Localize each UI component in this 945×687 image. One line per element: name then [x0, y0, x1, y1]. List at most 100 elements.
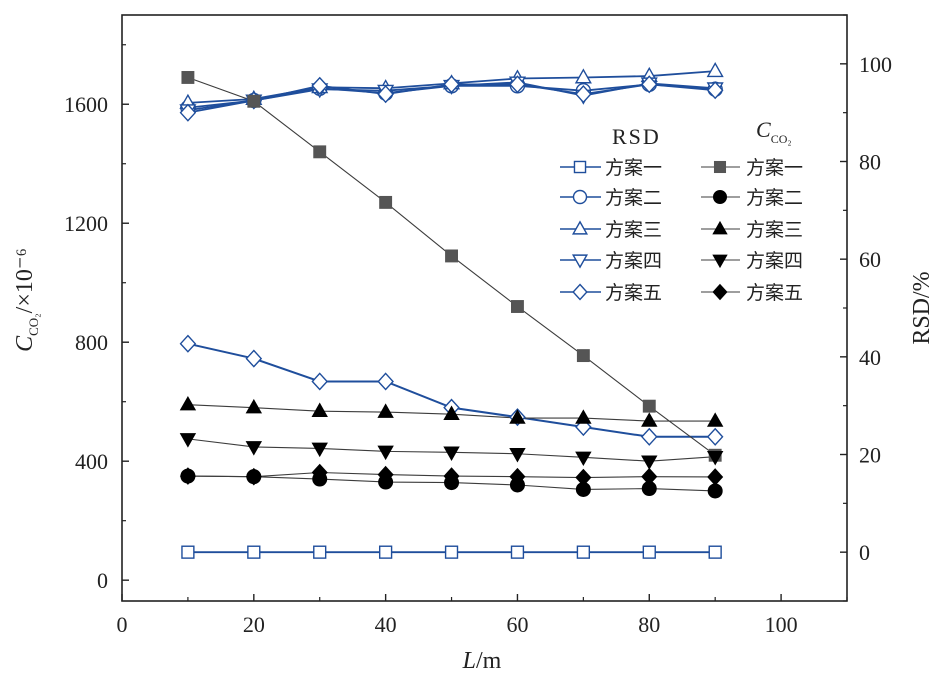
rsd-series-3-point-8: [706, 62, 724, 78]
legend-rsd-label-1: 方案一: [605, 157, 662, 179]
y-right-tick-label-0: 0: [859, 540, 870, 565]
rsd-series-5-lower-point-7: [640, 427, 658, 446]
legend-rsd-marker-1: [573, 160, 587, 174]
conc-series-4-point-6: [575, 451, 592, 467]
legend-conc-label-5: 方案五: [746, 282, 803, 304]
y-left-tick-label-3: 1200: [64, 211, 108, 236]
rsd-series-5-lower-point-2: [311, 372, 329, 391]
rsd-series-1-point-6: [576, 545, 591, 559]
rsd-series-3-point-6: [574, 68, 592, 84]
x-tick-label-0: 0: [117, 612, 128, 637]
rsd-series-5-point-8: [706, 81, 724, 100]
conc-series-3-point-6: [575, 409, 592, 424]
y-left-tick-label-2: 800: [75, 330, 108, 355]
conc-series-4-point-5: [509, 448, 526, 463]
conc-series-3-point-3: [377, 403, 394, 418]
legend-conc-marker-1: [713, 160, 727, 174]
conc-series-5-point-0: [179, 467, 196, 485]
series-markers-layer: [179, 62, 724, 559]
conc-series-4-point-7: [641, 455, 658, 470]
rsd-series-5-lower-line: [187, 342, 716, 438]
conc-series-5-point-8: [707, 468, 724, 486]
conc-series-1-point-6: [576, 349, 590, 363]
conc-series-5-point-6: [575, 468, 592, 487]
conc-series-2-point-8: [707, 483, 723, 499]
conc-series-1-point-0: [181, 71, 195, 84]
y-right-tick-label-4: 80: [859, 150, 881, 175]
conc-series-1-point-4: [445, 249, 458, 263]
rsd-series-5-point-4: [443, 75, 460, 94]
conc-series-5-point-5: [509, 467, 526, 486]
legend-rsd-marker-4: [571, 254, 589, 269]
conc-series-1-point-1: [247, 94, 261, 108]
y-right-tick-label-2: 40: [859, 345, 881, 370]
legend-conc-marker-3: [712, 220, 728, 235]
legend-rsd-marker-2: [572, 189, 588, 205]
legend-rsd-label-3: 方案三: [605, 219, 662, 241]
y-right-tick-label-5: 100: [859, 52, 892, 77]
conc-series-5-point-1: [245, 467, 262, 486]
legend-conc-label-2: 方案二: [746, 187, 803, 209]
conc-series-3-point-2: [311, 402, 328, 417]
y-right-tick-label-1: 20: [859, 443, 881, 468]
legend-conc-label-1: 方案一: [746, 157, 803, 179]
rsd-series-5-point-7: [640, 75, 658, 94]
rsd-series-1-point-7: [642, 545, 656, 559]
y-left-tick-label-0: 0: [97, 568, 108, 593]
rsd-series-1-point-1: [247, 545, 261, 559]
axes-layer: 0 20 40 60 80 100 0 400 800 1200 1600 0 20 40 60 80 100: [64, 14, 892, 637]
rsd-series-1-point-8: [708, 545, 722, 559]
rsd-series-5-lower-point-3: [377, 372, 394, 391]
conc-series-5-point-3: [377, 465, 394, 484]
x-tick-label-2: 40: [375, 612, 397, 637]
legend-conc-label-4: 方案四: [746, 250, 803, 272]
y-axis-right-title: RSD/%: [909, 271, 935, 344]
rsd-series-5-lower-point-0: [179, 334, 197, 353]
conc-series-5-point-7: [641, 467, 658, 486]
rsd-series-1-point-5: [510, 545, 525, 559]
legend-header-cco2: CCO₂: [756, 117, 792, 146]
conc-series-3-point-8: [706, 412, 724, 427]
rsd-series-5-point-6: [575, 85, 592, 104]
legend-conc-label-3: 方案三: [746, 219, 803, 241]
conc-series-4-point-8: [706, 450, 724, 466]
rsd-series-1-point-4: [444, 545, 459, 559]
legend-conc-marker-5: [712, 283, 728, 301]
rsd-series-1-point-2: [313, 545, 327, 559]
rsd-series-5-point-5: [509, 75, 526, 94]
legend-rsd-label-2: 方案二: [605, 187, 662, 209]
x-tick-label-4: 80: [638, 612, 660, 637]
conc-series-1-point-3: [379, 195, 393, 209]
rsd-series-5-lower-point-1: [245, 349, 263, 368]
conc-series-3-point-1: [245, 398, 263, 414]
y-left-tick-label-4: 1600: [64, 92, 108, 117]
conc-series-1-point-5: [511, 300, 524, 313]
conc-series-3-point-7: [641, 412, 658, 427]
x-tick-label-3: 60: [506, 612, 528, 637]
conc-series-4-point-3: [377, 445, 394, 461]
conc-series-3-point-4: [443, 405, 460, 420]
conc-series-3-point-0: [179, 395, 197, 411]
y-right-tick-label-3: 60: [859, 247, 881, 272]
rsd-series-5-point-3: [377, 85, 394, 104]
conc-series-5-point-4: [443, 467, 460, 485]
rsd-series-5-lower-point-8: [706, 427, 724, 446]
rsd-series-1-point-3: [378, 545, 393, 559]
y-axis-left-title: CCO₂/×10⁻⁶: [12, 248, 41, 352]
rsd-series-1-point-0: [181, 545, 195, 559]
y-left-tick-label-1: 400: [75, 449, 108, 474]
x-tick-label-5: 100: [765, 612, 798, 637]
legend-rsd-marker-5: [572, 283, 588, 301]
conc-series-4-point-4: [443, 446, 460, 461]
legend-rsd-marker-3: [571, 220, 589, 235]
conc-series-4-point-1: [245, 441, 263, 456]
conc-series-1-point-7: [642, 399, 656, 413]
legend-conc-marker-4: [712, 254, 728, 269]
legend-rsd-label-5: 方案五: [605, 282, 662, 304]
conc-series-5-point-2: [311, 463, 328, 482]
conc-series-3-point-5: [509, 409, 526, 424]
rsd-series-5-point-0: [179, 103, 197, 122]
x-tick-label-1: 20: [243, 612, 265, 637]
